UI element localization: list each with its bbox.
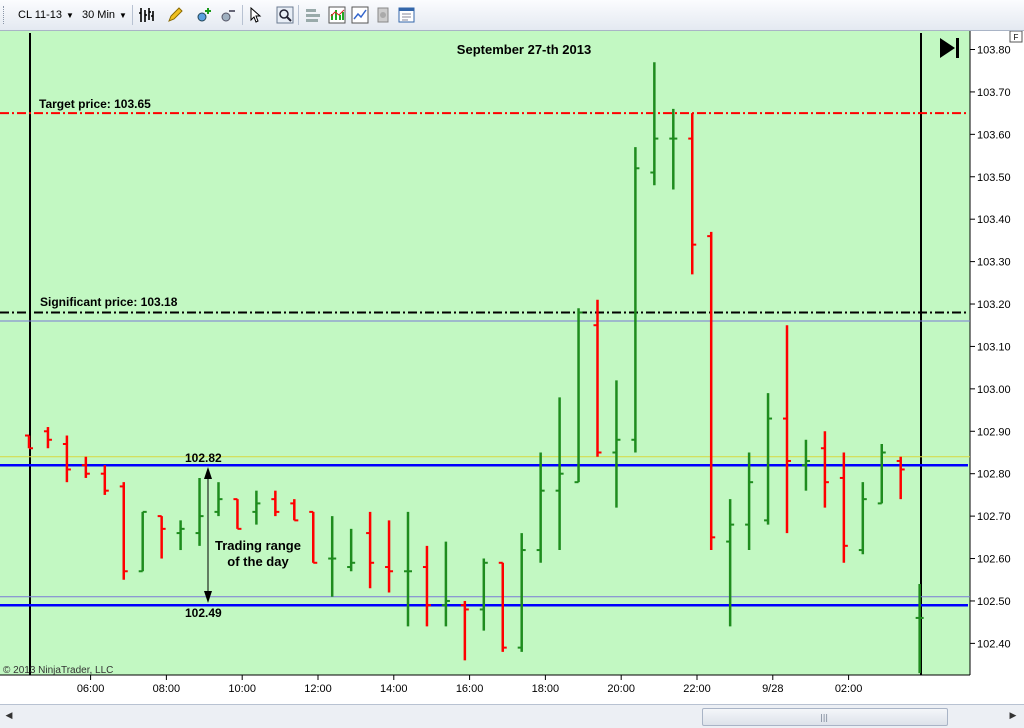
trading-range-arrow <box>204 467 212 603</box>
strategies-icon[interactable] <box>351 6 369 24</box>
bars-type-icon[interactable] <box>138 6 156 24</box>
range-low-label: 102.49 <box>185 606 222 620</box>
price-tick-label: 103.40 <box>977 214 1011 226</box>
time-tick-label: 18:00 <box>532 683 560 695</box>
price-tick-label: 102.90 <box>977 426 1011 438</box>
toolbar-separator <box>132 5 133 25</box>
significant-price-label: Significant price: 103.18 <box>40 295 178 309</box>
trading-range-label-line2: of the day <box>227 554 289 569</box>
indicators-icon[interactable] <box>328 6 346 24</box>
data-box-icon[interactable] <box>374 6 392 24</box>
price-tick-label: 102.80 <box>977 469 1011 481</box>
price-tick-label: 103.20 <box>977 299 1011 311</box>
grip-icon: ||| <box>820 713 829 722</box>
toolbar-separator <box>298 5 299 25</box>
toolbar-separator <box>242 5 243 25</box>
target-price-label: Target price: 103.65 <box>39 97 151 111</box>
price-axis-ticks: 103.80 103.70 103.60 103.50 103.40 103.30 103.… <box>970 45 1011 650</box>
svg-text:F: F <box>1014 33 1019 42</box>
time-tick-label: 20:00 <box>607 683 635 695</box>
time-tick-label: 22:00 <box>683 683 711 695</box>
time-tick-label: 9/28 <box>762 683 783 695</box>
scrollbar-thumb[interactable]: ||| <box>702 708 948 726</box>
price-tick-label: 103.70 <box>977 87 1011 99</box>
price-bars <box>25 62 924 674</box>
cursor-icon[interactable] <box>248 6 266 24</box>
price-tick-label: 103.50 <box>977 172 1011 184</box>
interval-selector[interactable]: 30 Min ▼ <box>82 5 127 25</box>
zoom-in-icon[interactable] <box>195 6 213 24</box>
trading-range-label-line1: Trading range <box>215 538 301 553</box>
price-tick-label: 103.10 <box>977 341 1011 353</box>
price-axis-area <box>970 31 1024 675</box>
interval-label: 30 Min <box>82 9 116 21</box>
chart-title: September 27-th 2013 <box>457 42 591 57</box>
chevron-down-icon: ▼ <box>66 10 74 20</box>
toolbar: CL 11-13 ▼ 30 Min ▼ <box>0 0 1024 31</box>
copyright-text: © 2013 NinjaTrader, LLC <box>3 665 113 676</box>
time-tick-label: 12:00 <box>304 683 332 695</box>
time-axis-area <box>0 675 1024 704</box>
time-axis-ticks: 06:00 08:00 10:00 12:00 14:00 16:00 18:00 20:00… <box>77 675 863 695</box>
time-tick-label: 06:00 <box>77 683 105 695</box>
instrument-label: CL 11-13 <box>18 9 63 21</box>
price-tick-label: 102.50 <box>977 596 1011 608</box>
pencil-icon[interactable] <box>166 6 184 24</box>
window-icon[interactable] <box>398 6 416 24</box>
time-tick-label: 10:00 <box>228 683 256 695</box>
price-tick-label: 103.30 <box>977 257 1011 269</box>
range-high-label: 102.82 <box>185 451 222 465</box>
price-tick-label: 102.40 <box>977 638 1011 650</box>
magnifier-icon[interactable] <box>276 6 294 24</box>
time-tick-label: 16:00 <box>456 683 484 695</box>
scroll-left-icon[interactable]: ◀ <box>5 711 13 721</box>
zoom-out-icon[interactable] <box>219 6 237 24</box>
chevron-down-icon: ▼ <box>119 10 127 20</box>
horizontal-scrollbar[interactable]: ◀ ||| ▶ <box>0 704 1024 728</box>
scroll-to-end-icon[interactable] <box>940 38 959 58</box>
scroll-right-icon[interactable]: ▶ <box>1009 711 1017 721</box>
toolbar-grip[interactable] <box>3 6 7 24</box>
time-tick-label: 14:00 <box>380 683 408 695</box>
time-tick-label: 02:00 <box>835 683 863 695</box>
price-tick-label: 103.60 <box>977 129 1011 141</box>
time-tick-label: 08:00 <box>153 683 181 695</box>
instrument-selector[interactable]: CL 11-13 ▼ <box>18 5 74 25</box>
format-marker-icon[interactable]: F <box>1009 31 1023 43</box>
price-tick-label: 102.70 <box>977 511 1011 523</box>
price-tick-label: 103.00 <box>977 384 1011 396</box>
price-tick-label: 103.80 <box>977 45 1011 57</box>
properties-icon[interactable] <box>304 6 322 24</box>
price-tick-label: 102.60 <box>977 554 1011 566</box>
price-chart[interactable]: 103.80 103.70 103.60 103.50 103.40 103.30 103.… <box>0 31 1024 704</box>
